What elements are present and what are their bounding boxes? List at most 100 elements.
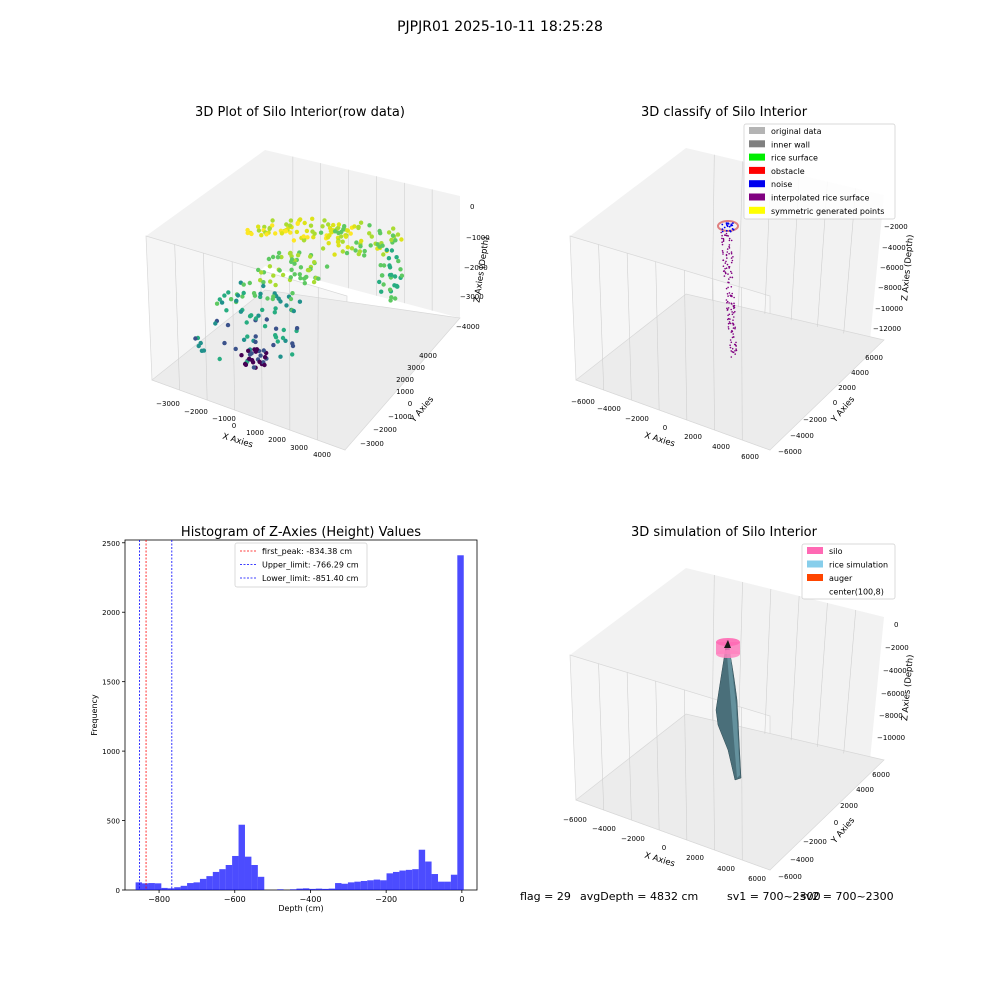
hist-bar (444, 881, 451, 890)
panel-classify: 3D classify of Silo Interior −6000 −4000… (569, 105, 916, 461)
silo-bottom-ring (716, 650, 740, 658)
raw-point (289, 257, 295, 262)
interpolated-point (733, 296, 735, 299)
raw-point (390, 233, 396, 238)
raw-point (367, 231, 372, 236)
raw-point (241, 337, 247, 342)
raw-point (228, 297, 234, 302)
raw-point (222, 293, 227, 298)
raw-point (353, 248, 358, 253)
legend-label: first_peak: -834.38 cm (262, 547, 352, 556)
noise-point (721, 228, 724, 231)
raw-point (258, 278, 263, 283)
raw-point (245, 230, 250, 236)
raw-point (289, 267, 294, 272)
tick-label: 3000 (290, 444, 308, 452)
raw-point (273, 306, 278, 311)
grid-line (738, 161, 743, 308)
raw-point (245, 334, 250, 339)
legend-label: inner wall (771, 140, 810, 149)
tick-label: −2000 (803, 838, 827, 846)
raw-point (270, 254, 276, 260)
raw-point (298, 276, 303, 281)
hist-bar (418, 849, 426, 890)
interpolated-point (735, 341, 737, 344)
raw-point (294, 326, 300, 331)
raw-point (310, 229, 315, 234)
hist-bar (438, 881, 445, 890)
tick-label: −2000 (884, 223, 908, 231)
tick-label: −2000 (621, 835, 645, 843)
raw-point (288, 296, 294, 302)
grid-line (712, 278, 715, 431)
interpolated-point (728, 237, 731, 240)
interpolated-point (730, 239, 733, 242)
raw-point (214, 301, 220, 306)
raw-point (359, 238, 364, 244)
raw-point (287, 223, 293, 228)
interpolated-point (727, 235, 729, 237)
auger-marker (724, 640, 731, 648)
interpolated-point (725, 260, 727, 263)
raw-point (239, 353, 244, 358)
hist-legend: first_peak: -834.38 cm Upper_limit: -766.… (234, 542, 368, 588)
tick-label: 0 (834, 819, 838, 827)
hist-bar (161, 887, 168, 890)
interpolated-point (728, 267, 730, 269)
tick-label: −8000 (879, 712, 903, 720)
tick-label: −4000 (883, 667, 907, 675)
raw-point (265, 296, 270, 301)
interpolated-point (724, 271, 727, 274)
status-sv2: sv2 = 700~2300 (800, 890, 894, 903)
raw-point (306, 268, 312, 273)
interpolated-point (726, 309, 729, 311)
hist-bar (309, 888, 316, 890)
hist-bar (296, 888, 303, 890)
tick-label: 6000 (872, 771, 890, 779)
interpolated-point (725, 267, 728, 270)
raw-point (271, 342, 276, 348)
interpolated-point (726, 251, 729, 253)
interpolated-point (722, 253, 724, 255)
raw-point (288, 275, 293, 280)
x-tick-label: −600 (224, 895, 246, 904)
raw-point (272, 310, 277, 315)
interpolated-point (728, 252, 730, 255)
raw-point (267, 226, 272, 231)
interpolated-point (734, 310, 736, 313)
raw-point (362, 248, 367, 254)
panel-raw: 3D Plot of Silo Interior(row data) −3000… (145, 105, 492, 459)
interpolated-point (723, 275, 726, 277)
raw-point (288, 250, 293, 256)
panel-classify-title: 3D classify of Silo Interior (641, 105, 808, 120)
sim-zlabel: Z Axies (Depth) (900, 654, 916, 721)
classify-legend: original data inner wall rice surface obsta… (743, 123, 896, 220)
interpolated-point (726, 248, 729, 250)
raw-point (301, 238, 307, 243)
interpolated-point (730, 270, 732, 273)
interpolated-point (722, 237, 725, 240)
interpolated-point (729, 346, 732, 349)
hist-bar (212, 871, 220, 890)
tick-label: 4000 (313, 451, 331, 459)
hist-bar (199, 878, 207, 890)
raw-point (297, 299, 303, 304)
raw-point (279, 254, 284, 260)
raw-point (256, 224, 261, 229)
raw-point (258, 291, 263, 296)
hist-bar (341, 883, 348, 890)
raw-point (356, 224, 361, 230)
panel-raw-title: 3D Plot of Silo Interior(row data) (195, 105, 405, 120)
interpolated-point (725, 253, 728, 256)
raw-point (279, 231, 285, 236)
hist-bar (335, 883, 342, 890)
raw-point (219, 300, 225, 305)
hist-bar (386, 873, 393, 890)
legend-swatch (807, 587, 823, 595)
interpolated-point (721, 243, 724, 246)
raw-point (325, 235, 331, 240)
tick-label: −8000 (878, 284, 902, 292)
tick-label: −10000 (875, 305, 903, 313)
interpolated-point (721, 250, 724, 252)
interpolated-point (728, 239, 731, 242)
